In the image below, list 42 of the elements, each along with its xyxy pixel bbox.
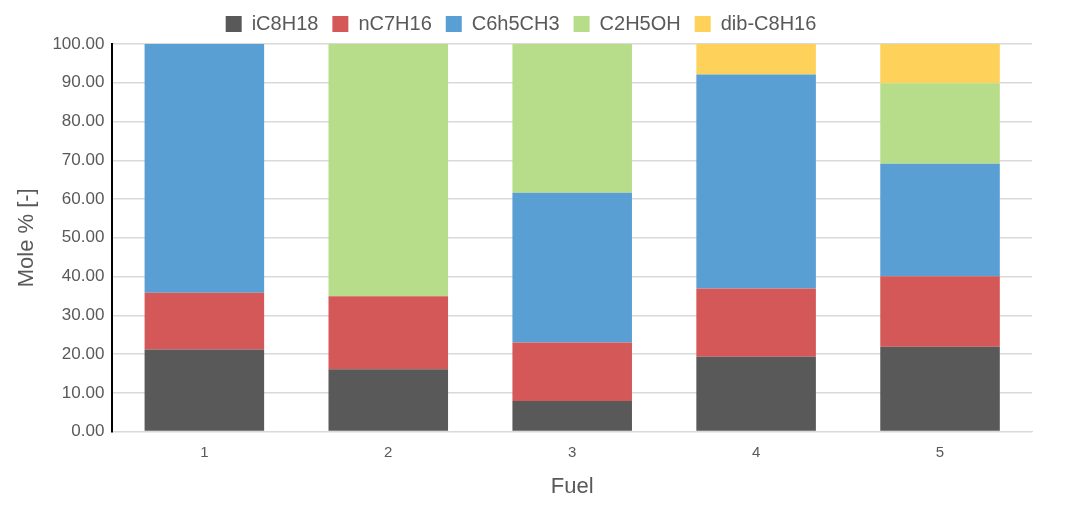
bar [696, 356, 816, 431]
y-tick-label: 40.00 [61, 266, 105, 286]
y-tick-label: 80.00 [61, 111, 105, 131]
legend-label: C2H5OH [599, 11, 681, 34]
bar [880, 83, 1000, 164]
x-tick-label: 4 [751, 442, 761, 460]
bar [880, 44, 1000, 84]
y-tick-label: 100.00 [52, 33, 105, 53]
bar [880, 276, 1000, 347]
bar [696, 44, 816, 75]
y-tick-label: 50.00 [61, 227, 105, 247]
bar [328, 296, 449, 370]
legend-label: nC7H16 [358, 11, 432, 34]
bar [512, 44, 632, 193]
legend-label: dib-C8H16 [720, 11, 817, 34]
x-axis-title: Fuel [550, 472, 594, 498]
x-tick-label: 3 [568, 442, 577, 460]
y-tick-label: 70.00 [61, 149, 105, 169]
legend-label: C6h5CH3 [471, 11, 560, 34]
y-tick-label: 60.00 [61, 188, 105, 208]
y-tick-label: 0.00 [71, 421, 105, 441]
x-tick-label: 1 [200, 442, 209, 460]
bar [696, 288, 816, 357]
bar [144, 349, 265, 431]
y-axis-title: Mole % [-] [13, 188, 39, 288]
bar [880, 346, 1000, 431]
y-tick-label: 30.00 [61, 305, 105, 325]
bar [328, 44, 449, 297]
bar [144, 292, 265, 350]
y-tick-label: 90.00 [61, 72, 105, 92]
y-tick-label: 10.00 [61, 382, 105, 402]
bar [144, 44, 265, 293]
legend-label: iC8H18 [251, 11, 319, 34]
x-tick-label: 5 [935, 442, 945, 460]
bar [880, 163, 1000, 277]
bar [512, 192, 632, 343]
bar [512, 400, 632, 431]
bar [696, 74, 816, 289]
x-tick-label: 2 [384, 442, 393, 460]
bar [328, 369, 449, 431]
bar [512, 342, 632, 401]
y-tick-label: 20.00 [61, 343, 105, 363]
